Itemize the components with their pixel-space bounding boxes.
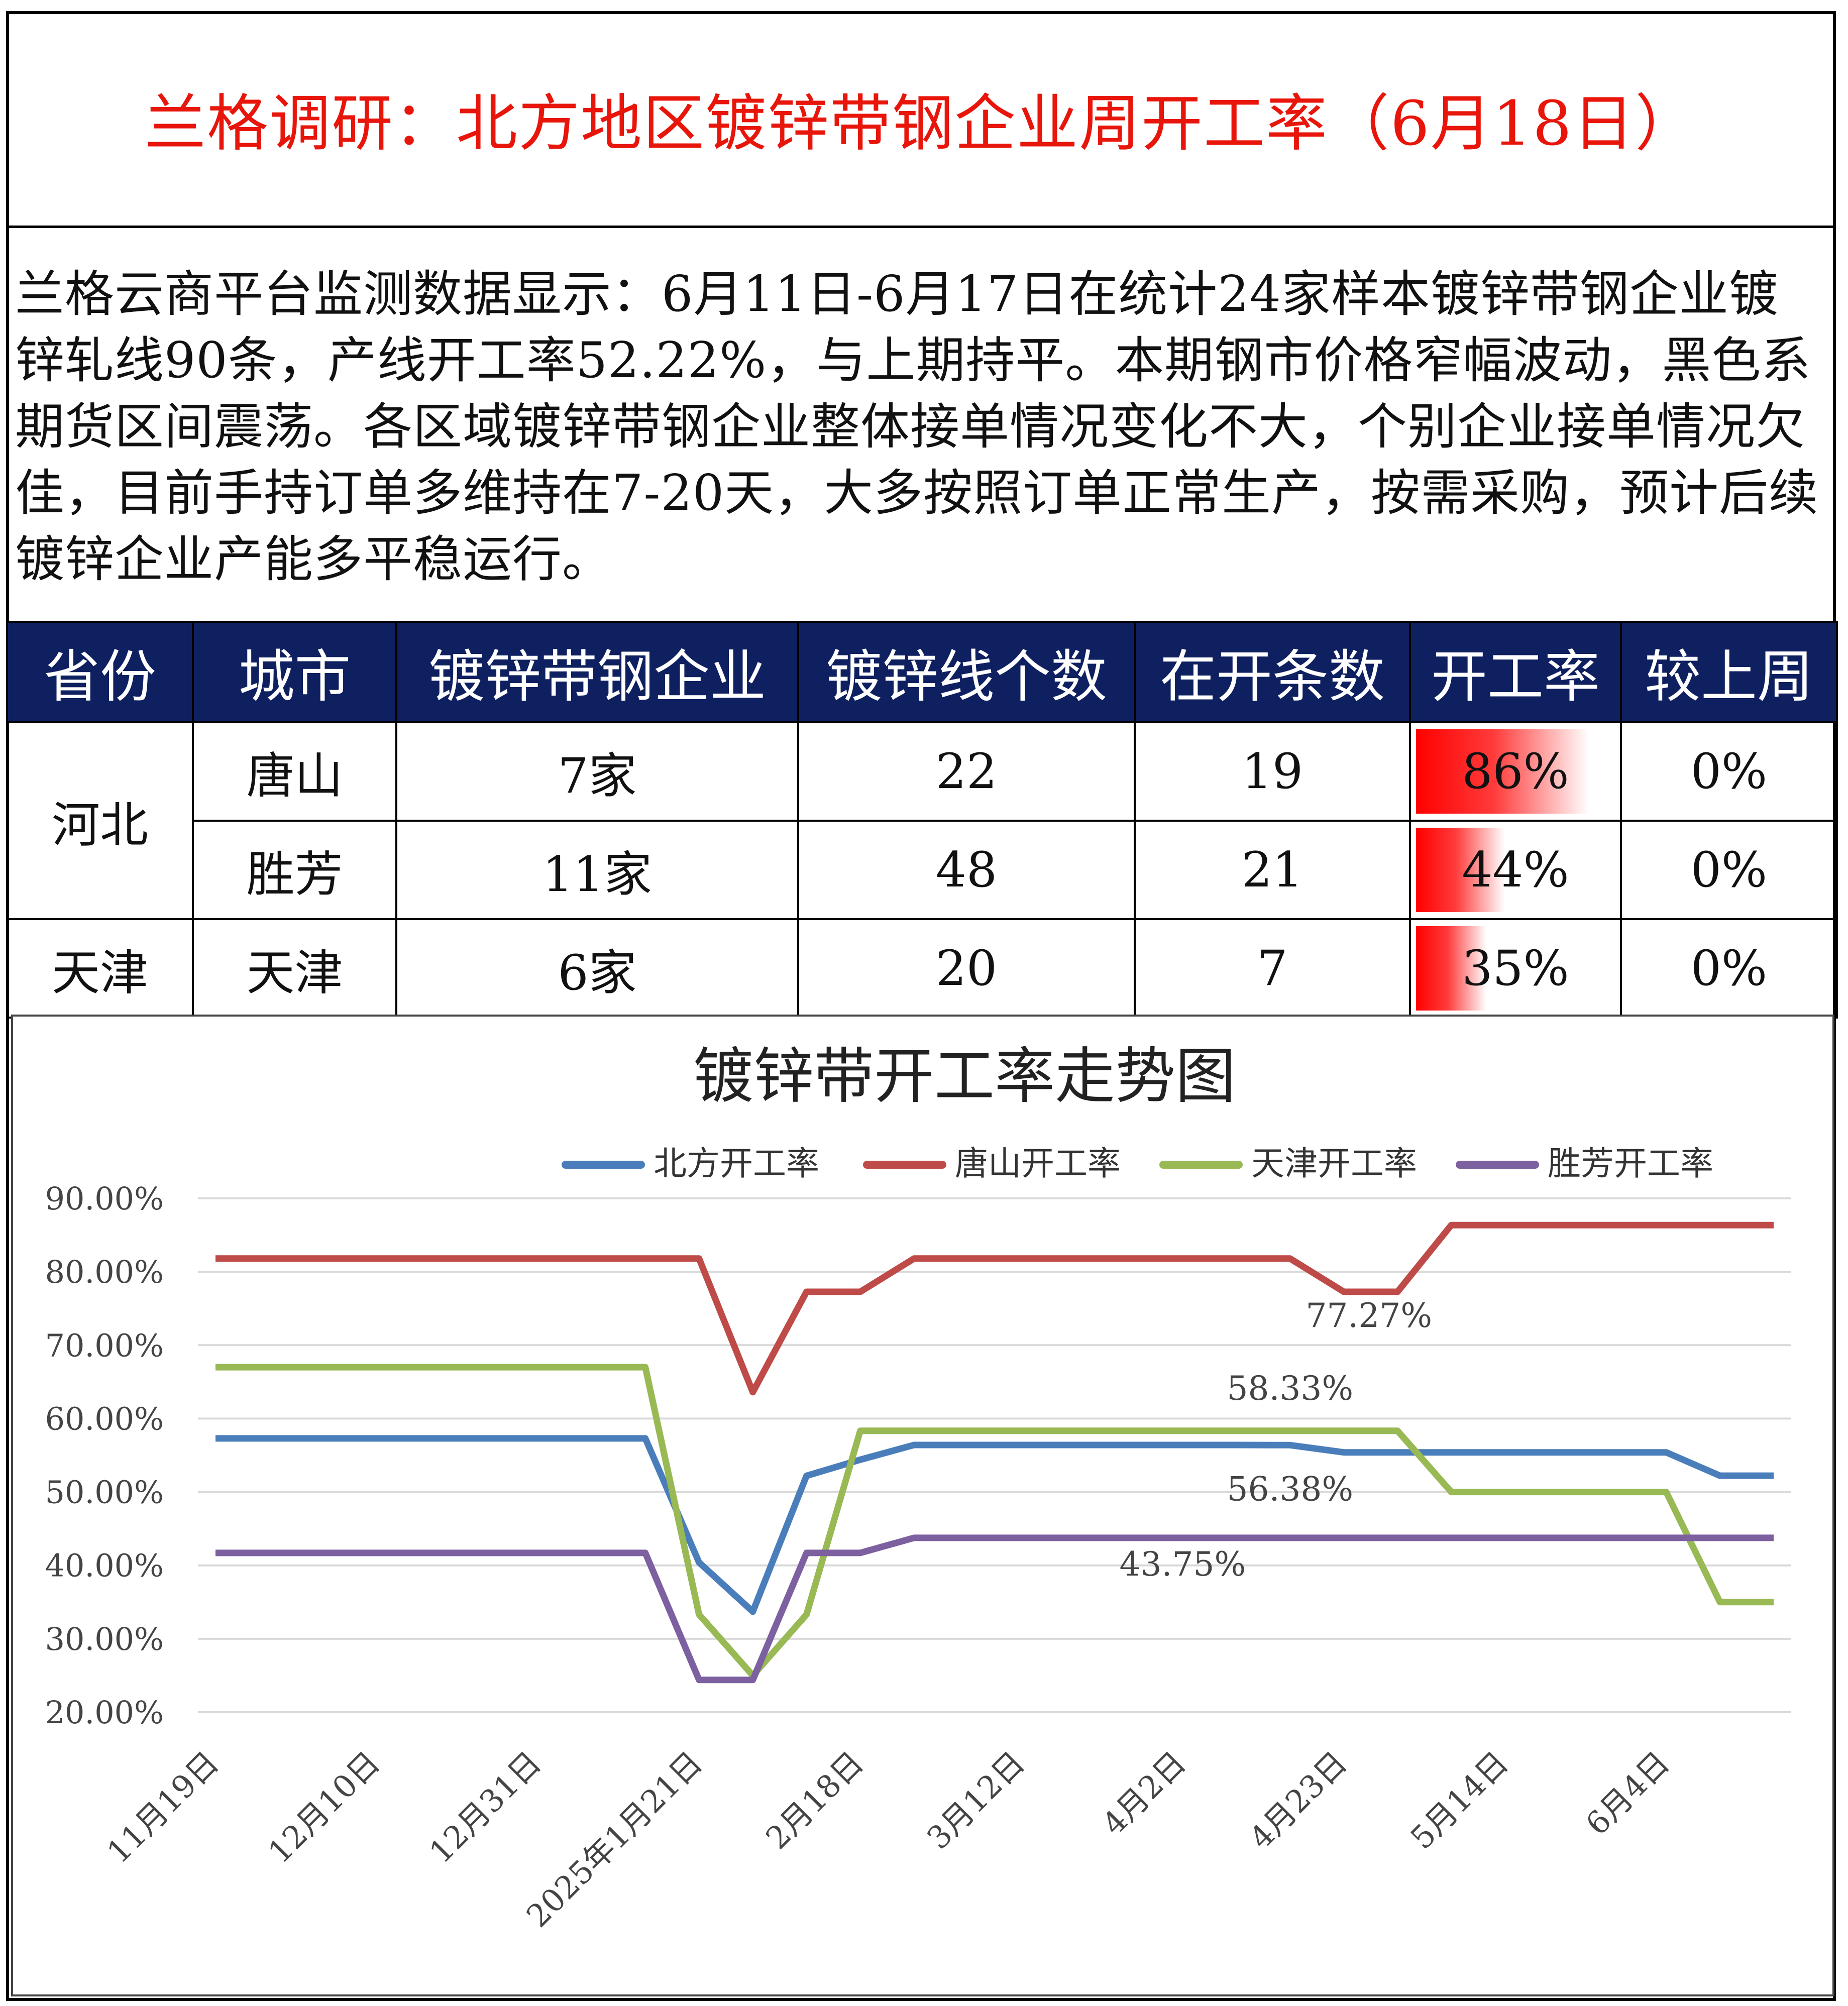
rate-data-bar [1416,828,1504,912]
cell-city: 胜芳 [192,820,397,920]
cell-companies: 11家 [395,820,799,920]
rate-data-bar [1416,926,1486,1011]
cell-change: 0% [1620,820,1838,920]
series-line [215,1364,1774,1679]
table-row: 天津 天津 6家 20 7 35% 0% [6,918,1838,1019]
cell-companies: 7家 [395,721,799,822]
title-box: 兰格调研：北方地区镀锌带钢企业周开工率（6月18日） [6,11,1836,228]
data-label: 56.38% [1227,1470,1353,1508]
y-tick-label: 20.00% [45,1694,164,1731]
x-tick-label: 11月19日 [100,1744,226,1870]
x-tick-label: 5月14日 [1403,1744,1515,1856]
series-line [215,1221,1774,1396]
table-row: 河北 唐山 7家 22 19 86% 0% [6,721,1838,920]
x-tick-label: 3月12日 [920,1744,1032,1856]
legend-label: 北方开工率 [654,1144,819,1183]
header-lines: 镀锌线个数 [797,621,1136,723]
x-tick-label: 2月18日 [758,1744,871,1856]
rate-value: 35% [1462,940,1569,996]
cell-running: 21 [1134,820,1411,920]
x-tick-label: 12月10日 [261,1744,387,1870]
legend-label: 唐山开工率 [955,1144,1121,1183]
cell-lines: 22 [797,721,1136,822]
rate-value: 44% [1462,842,1569,898]
x-tick-label: 6月4日 [1579,1744,1677,1842]
y-tick-label: 80.00% [45,1254,164,1290]
y-tick-label: 60.00% [45,1400,164,1437]
header-companies: 镀锌带钢企业 [395,621,799,723]
y-tick-label: 40.00% [45,1547,164,1584]
chart-title: 镀锌带开工率走势图 [693,1042,1236,1111]
legend-label: 胜芳开工率 [1548,1144,1713,1183]
y-tick-label: 90.00% [45,1180,164,1217]
table-header-row: 省份 城市 镀锌带钢企业 镀锌线个数 在开条数 开工率 较上周 [6,621,1838,723]
rate-data-bar [1416,729,1589,814]
cell-change: 0% [1620,721,1838,822]
cell-city: 唐山 [192,721,397,822]
header-running: 在开条数 [1134,621,1411,723]
operating-rate-table: 省份 城市 镀锌带钢企业 镀锌线个数 在开条数 开工率 较上周 河北 唐山 7家… [6,621,1838,1019]
y-tick-label: 50.00% [45,1474,164,1511]
cell-rate: 86% [1409,721,1622,822]
y-tick-label: 30.00% [45,1621,164,1657]
y-tick-label: 70.00% [45,1327,164,1364]
cell-change: 0% [1620,918,1838,1019]
cell-lines: 20 [797,918,1136,1019]
cell-companies: 6家 [395,918,799,1019]
cell-lines: 48 [797,820,1136,920]
cell-province: 河北 [6,721,194,920]
header-change: 较上周 [1620,621,1838,723]
header-province: 省份 [6,621,194,723]
header-city: 城市 [192,621,397,723]
trend-chart-box: 镀锌带开工率走势图 20.00% 30.00% 40.00% 50.00% 60.00% 7… [11,1015,1834,1996]
series-line [215,1435,1774,1615]
x-tick-label: 12月31日 [422,1744,549,1870]
data-label: 58.33% [1227,1369,1353,1408]
table-row: 胜芳 11家 48 21 44% 0% [7,820,1838,920]
rate-value: 86% [1462,743,1569,800]
data-label: 43.75% [1120,1545,1246,1584]
x-tick-label: 4月23日 [1242,1744,1354,1856]
series-line [215,1534,1774,1684]
cell-city: 天津 [192,918,397,1019]
cell-rate: 44% [1409,820,1622,920]
report-description: 兰格云商平台监测数据显示：6月11日-6月17日在统计24家样本镀锌带钢企业镀锌… [15,266,1819,588]
page-title: 兰格调研：北方地区镀锌带钢企业周开工率（6月18日） [145,88,1697,159]
x-tick-label: 4月2日 [1095,1744,1193,1842]
cell-running: 7 [1134,918,1411,1019]
cell-province: 天津 [6,918,194,1019]
header-rate: 开工率 [1409,621,1622,723]
cell-rate: 35% [1409,918,1622,1019]
legend-label: 天津开工率 [1251,1144,1417,1183]
data-label: 77.27% [1306,1296,1432,1335]
x-tick-label: 2025年1月21日 [519,1744,709,1934]
cell-running: 19 [1134,721,1411,822]
trend-chart: 镀锌带开工率走势图 20.00% 30.00% 40.00% 50.00% 60.00% 7… [45,1042,1791,1934]
